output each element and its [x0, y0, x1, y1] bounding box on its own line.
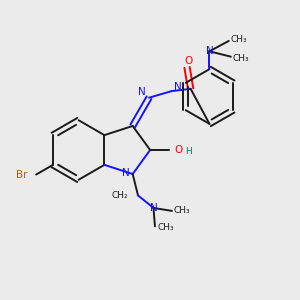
Text: N: N — [150, 203, 158, 213]
Text: N: N — [122, 168, 130, 178]
Text: CH₃: CH₃ — [233, 54, 250, 63]
Text: CH₃: CH₃ — [157, 223, 174, 232]
Text: N: N — [138, 87, 146, 98]
Text: CH₃: CH₃ — [231, 35, 247, 44]
Text: N: N — [206, 46, 214, 56]
Text: CH₂: CH₂ — [112, 191, 128, 200]
Text: O: O — [184, 56, 193, 66]
Text: H: H — [185, 147, 192, 156]
Text: N: N — [174, 82, 182, 92]
Text: O: O — [175, 145, 183, 155]
Text: CH₃: CH₃ — [174, 206, 190, 215]
Text: Br: Br — [16, 169, 28, 179]
